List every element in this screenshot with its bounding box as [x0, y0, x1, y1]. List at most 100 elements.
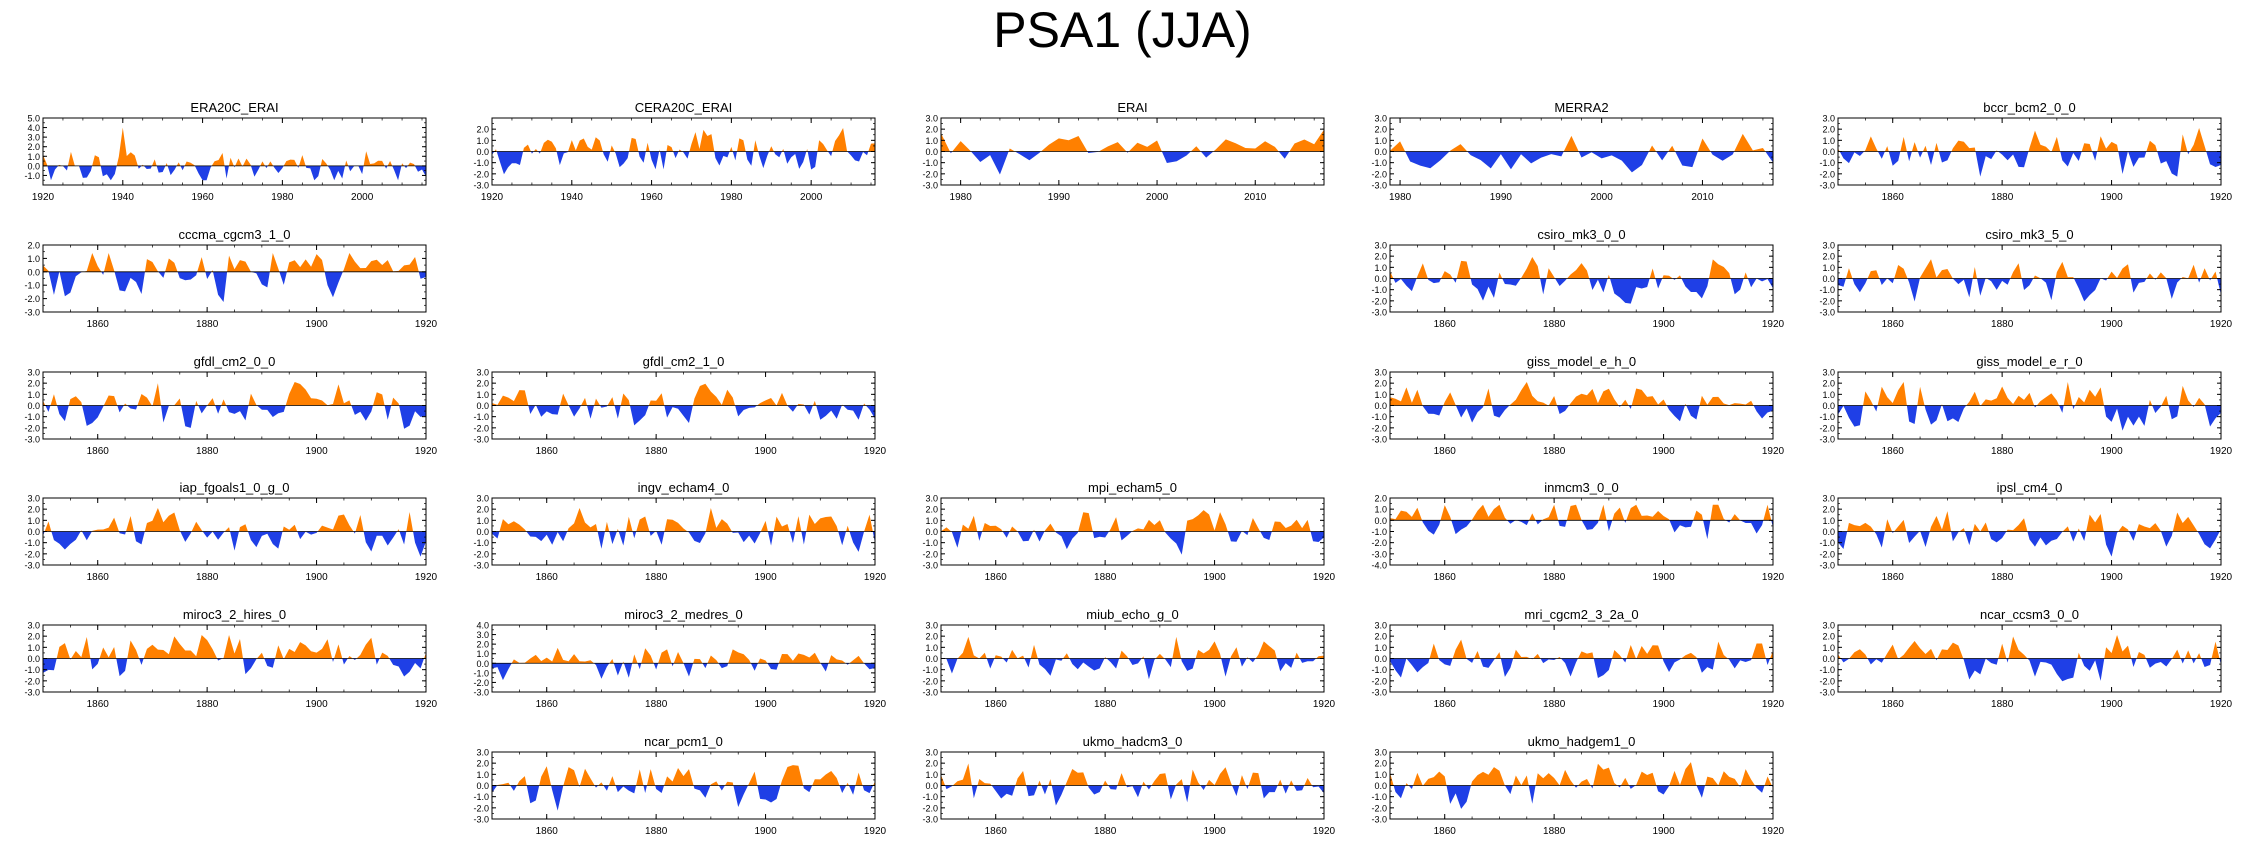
panel-title: CERA20C_ERAI: [635, 100, 733, 115]
positive-area: [1390, 382, 1773, 406]
positive-area: [1390, 256, 1773, 279]
negative-area: [941, 785, 1324, 806]
y-tick-label: -1.0: [922, 538, 938, 548]
x-tick-label: 1900: [305, 446, 328, 457]
negative-area: [43, 405, 426, 429]
positive-area: [43, 127, 426, 166]
x-tick-label: 1880: [196, 572, 219, 583]
y-tick-label: 3.0: [476, 494, 489, 504]
y-tick-label: 0.0: [925, 147, 938, 157]
y-tick-label: -3.0: [1819, 181, 1835, 191]
y-tick-label: -3.0: [24, 561, 40, 571]
positive-area: [43, 508, 426, 532]
y-tick-label: 0.0: [1822, 654, 1835, 664]
y-tick-label: -2.0: [24, 549, 40, 559]
y-tick-label: 0.0: [1374, 781, 1387, 791]
y-tick-label: 2.0: [476, 379, 489, 389]
y-tick-label: -1.0: [24, 171, 40, 181]
y-tick-label: -1.0: [24, 412, 40, 422]
y-tick-label: 1.0: [476, 649, 489, 659]
x-tick-label: 1900: [754, 572, 777, 583]
x-tick-label: 1920: [864, 826, 887, 837]
x-tick-label: 1990: [1490, 192, 1513, 203]
y-tick-label: 1.0: [1374, 505, 1387, 515]
x-tick-label: 1920: [2210, 699, 2233, 710]
positive-area: [941, 510, 1324, 532]
x-tick-label: 1980: [950, 192, 973, 203]
y-tick-label: 3.0: [476, 368, 489, 378]
x-tick-label: 1900: [1652, 572, 1675, 583]
x-tick-label: 1860: [1882, 572, 1905, 583]
x-tick-label: 1860: [87, 699, 110, 710]
y-tick-label: 1.0: [1374, 770, 1387, 780]
y-tick-label: -3.0: [24, 308, 40, 318]
y-tick-label: -2.0: [24, 423, 40, 433]
panel-title: ukmo_hadgem1_0: [1528, 734, 1636, 749]
y-tick-label: -2.0: [473, 423, 489, 433]
y-tick-label: -2.0: [1371, 296, 1387, 306]
panel-ncar_ccsm3_0_0: ncar_ccsm3_0_0 -3.0 -2.0-1.00.01.02.03.0 18…: [1819, 607, 2232, 710]
y-tick-label: -3.0: [922, 181, 938, 191]
y-tick-label: -2.0: [1819, 296, 1835, 306]
y-tick-label: 0.0: [1374, 274, 1387, 284]
y-tick-label: 3.0: [1374, 621, 1387, 631]
y-tick-label: -2.0: [1819, 549, 1835, 559]
y-tick-label: 2.0: [476, 505, 489, 515]
x-tick-label: 1880: [645, 572, 668, 583]
y-tick-label: 2.0: [925, 505, 938, 515]
negative-area: [1838, 658, 2221, 682]
x-tick-label: 1880: [1094, 572, 1117, 583]
y-tick-label: 3.0: [925, 114, 938, 124]
y-tick-label: 2.0: [925, 759, 938, 769]
x-tick-label: 1920: [481, 192, 504, 203]
y-tick-label: -3.0: [473, 435, 489, 445]
x-tick-label: 1880: [1543, 446, 1566, 457]
x-tick-label: 1880: [645, 826, 668, 837]
positive-area: [43, 253, 426, 272]
panel-title: ingv_echam4_0: [638, 480, 730, 495]
y-tick-label: 1.0: [27, 643, 40, 653]
y-tick-label: 0.0: [27, 527, 40, 537]
y-tick-label: 2.0: [476, 125, 489, 135]
y-tick-label: -1.0: [473, 412, 489, 422]
y-tick-label: 1.0: [1374, 390, 1387, 400]
y-tick-label: 1.0: [1374, 643, 1387, 653]
y-tick-label: 3.0: [925, 494, 938, 504]
negative-area: [492, 785, 875, 811]
x-tick-label: 2010: [1244, 192, 1267, 203]
x-tick-label: 1880: [196, 446, 219, 457]
panel-title: bccr_bcm2_0_0: [1983, 100, 2076, 115]
panel-cccma_cgcm3_1_0: cccma_cgcm3_1_0 -3.0 -2.0 -1.0 0.0 1.0 2.0 1860…: [24, 227, 437, 330]
x-tick-label: 1860: [87, 446, 110, 457]
x-tick-label: 1940: [112, 192, 135, 203]
x-tick-label: 1900: [1203, 572, 1226, 583]
y-tick-label: 2.0: [1822, 505, 1835, 515]
x-tick-label: 1900: [1652, 699, 1675, 710]
negative-area: [1838, 531, 2221, 557]
x-tick-label: 1900: [2100, 319, 2123, 330]
x-tick-label: 2010: [1691, 192, 1714, 203]
panel-title: gfdl_cm2_0_0: [194, 354, 276, 369]
y-tick-label: 2.0: [27, 505, 40, 515]
x-tick-label: 1920: [2210, 572, 2233, 583]
x-tick-label: 1920: [32, 192, 55, 203]
y-tick-label: 3.0: [1374, 748, 1387, 758]
x-tick-label: 1920: [1762, 699, 1785, 710]
positive-area: [1838, 128, 2221, 152]
panel-ingv_echam4_0: ingv_echam4_0 -3.0 -2.0-1.00.01.02.03.0 186…: [473, 480, 886, 583]
panel-title: ukmo_hadcm3_0: [1083, 734, 1183, 749]
x-tick-label: 1860: [536, 446, 559, 457]
x-tick-label: 1880: [1094, 826, 1117, 837]
y-tick-label: -3.0: [473, 561, 489, 571]
y-tick-label: 2.0: [1374, 494, 1387, 504]
y-tick-label: 2.0: [925, 125, 938, 135]
y-tick-label: 2.0: [1374, 379, 1387, 389]
panel-title: ncar_ccsm3_0_0: [1980, 607, 2079, 622]
y-tick-label: -2.0: [922, 549, 938, 559]
y-tick-label: 1.0: [476, 390, 489, 400]
y-tick-label: 1.0: [925, 136, 938, 146]
y-tick-label: -1.0: [473, 538, 489, 548]
panel-title: cccma_cgcm3_1_0: [179, 227, 291, 242]
panel-title: ERAI: [1117, 100, 1147, 115]
x-tick-label: 1860: [536, 826, 559, 837]
